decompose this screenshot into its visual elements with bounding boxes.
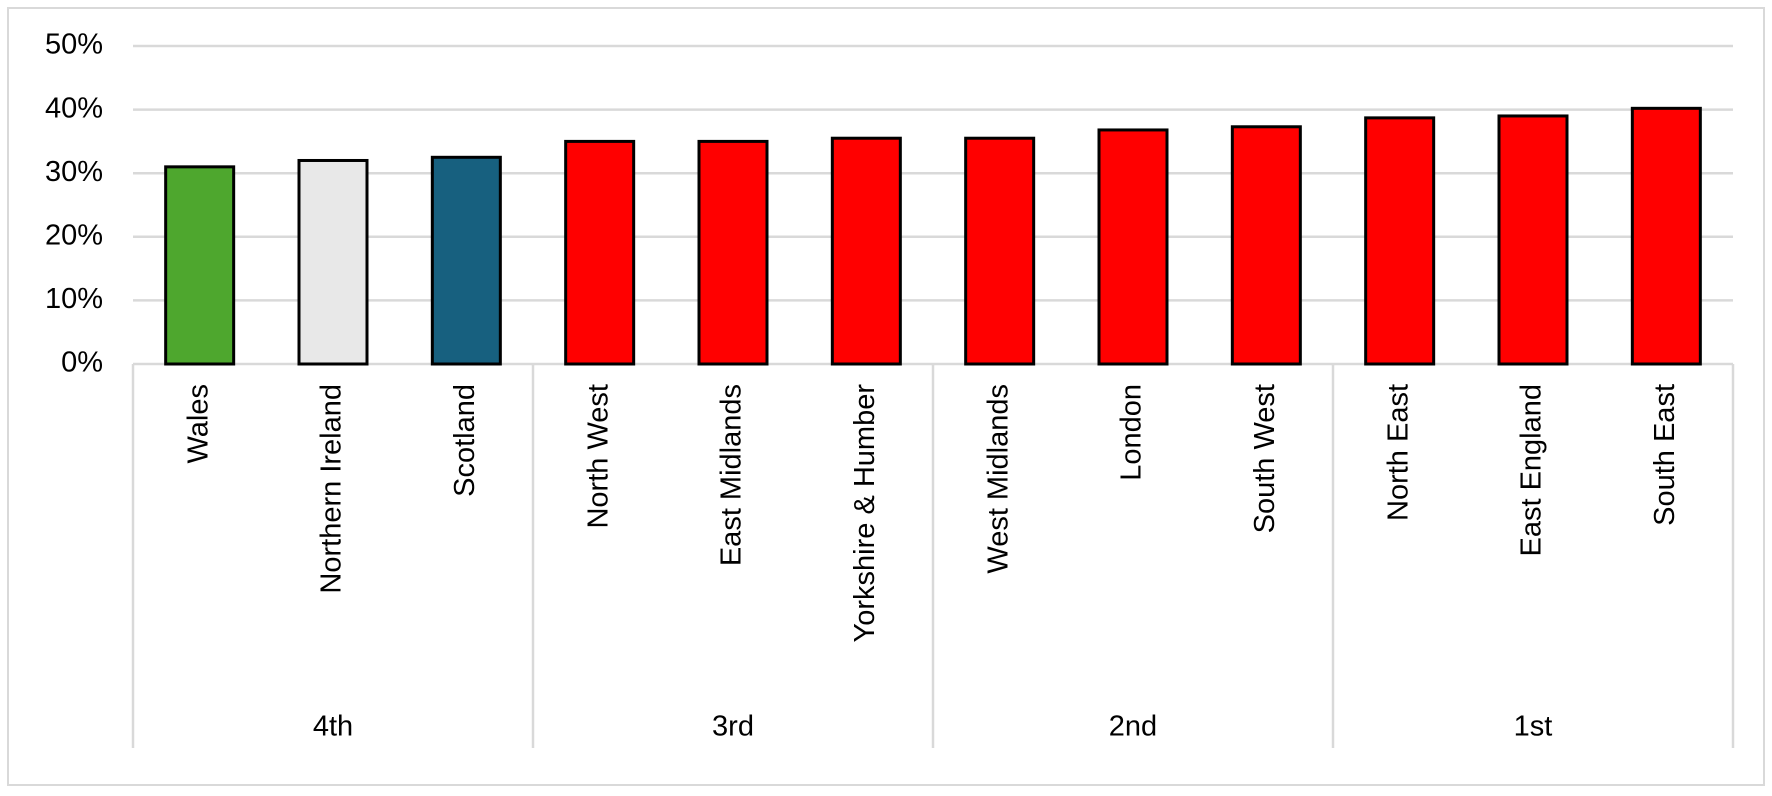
x-tick-label: Northern Ireland bbox=[316, 384, 348, 594]
y-tick-label: 20% bbox=[45, 219, 103, 251]
bar bbox=[1230, 125, 1302, 366]
x-tick-label: South East bbox=[1649, 384, 1681, 526]
y-tick-label: 10% bbox=[45, 283, 103, 315]
bar bbox=[1630, 106, 1702, 366]
x-tick-label: Scotland bbox=[449, 384, 481, 497]
x-tick-label: North East bbox=[1382, 384, 1414, 521]
group-label: 3rd bbox=[712, 711, 754, 743]
y-tick-label: 0% bbox=[61, 347, 103, 379]
bar bbox=[430, 155, 502, 366]
x-tick-label: East Midlands bbox=[716, 384, 748, 566]
x-tick-label: South West bbox=[1249, 384, 1281, 533]
bar bbox=[297, 158, 369, 366]
y-tick-label: 40% bbox=[45, 92, 103, 124]
group-label: 2nd bbox=[1109, 711, 1157, 743]
group-label: 1st bbox=[1514, 711, 1553, 743]
group-label: 4th bbox=[313, 711, 353, 743]
bar bbox=[964, 136, 1036, 366]
bar bbox=[564, 139, 636, 366]
y-tick-label: 30% bbox=[45, 156, 103, 188]
x-tick-label: North West bbox=[582, 384, 614, 529]
x-tick-label: East England bbox=[1516, 384, 1548, 557]
x-tick-label: Yorkshire & Humber bbox=[849, 384, 881, 643]
bar bbox=[697, 139, 769, 366]
x-tick-label: Wales bbox=[182, 384, 214, 464]
y-tick-label: 50% bbox=[45, 29, 103, 61]
bar bbox=[164, 165, 236, 366]
bar bbox=[830, 136, 902, 366]
bar bbox=[1364, 116, 1436, 366]
x-tick-label: London bbox=[1116, 384, 1148, 481]
x-tick-label: West Midlands bbox=[982, 384, 1014, 574]
bar bbox=[1097, 128, 1169, 366]
bar bbox=[1497, 114, 1569, 366]
